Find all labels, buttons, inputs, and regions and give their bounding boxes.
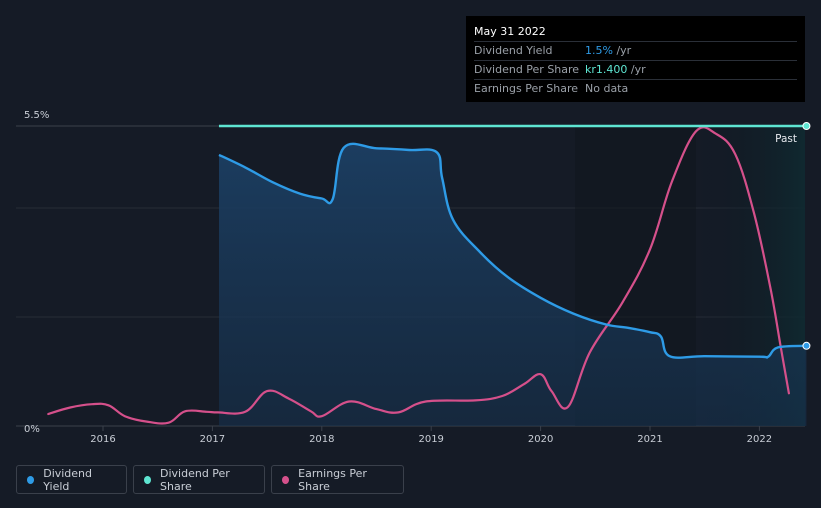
tooltip-unit: /yr: [627, 63, 646, 76]
tooltip-unit: /yr: [612, 44, 632, 57]
tooltip-row-dividend-yield: Dividend Yield 1.5% /yr: [474, 42, 797, 61]
tooltip-value-yield: 1.5%: [585, 44, 613, 57]
legend-dividend-yield[interactable]: Dividend Yield: [16, 465, 127, 494]
legend-label: Dividend Yield: [43, 466, 93, 493]
x-tick-label: 2017: [200, 434, 225, 445]
x-tick-label: 2022: [747, 434, 772, 445]
dividend-yield-line: [218, 142, 807, 359]
tooltip-value: kr1.400 /yr: [585, 61, 646, 79]
y-tick-label: 5.5%: [24, 110, 49, 121]
tooltip-value-dps: kr1.400: [585, 63, 628, 76]
legend-dot-icon: [27, 475, 35, 484]
x-tick-label: 2020: [528, 434, 553, 445]
tooltip-value-eps: No data: [585, 82, 629, 95]
tooltip-value: 1.5% /yr: [585, 42, 631, 60]
x-tick-label: 2021: [637, 434, 662, 445]
x-tick-label: 2018: [309, 434, 334, 445]
tooltip-label: Dividend Yield: [474, 44, 553, 57]
tooltip: May 31 2022 Dividend Yield 1.5% /yr Divi…: [466, 16, 805, 102]
legend-dividend-per-share[interactable]: Dividend Per Share: [133, 465, 265, 494]
legend-label: Dividend Per Share: [160, 466, 230, 493]
tooltip-label: Earnings Per Share: [474, 82, 579, 95]
y-tick-label: 0%: [24, 424, 40, 435]
dividend-yield-area: [219, 143, 807, 426]
tooltip-label: Dividend Per Share: [474, 63, 580, 76]
tooltip-row-earnings-per-share: Earnings Per Share No data: [474, 80, 797, 98]
legend-dot-icon: [144, 475, 151, 484]
dividend-yield-endpoint: [802, 341, 811, 350]
legend-earnings-per-share[interactable]: Earnings Per Share: [271, 465, 404, 494]
past-label: Past: [775, 133, 797, 145]
tooltip-row-dividend-per-share: Dividend Per Share kr1.400 /yr: [474, 61, 797, 80]
legend-label: Earnings Per Share: [298, 466, 367, 493]
dividend-per-share-endpoint: [802, 122, 811, 130]
tooltip-date: May 31 2022: [474, 22, 797, 42]
x-tick-label: 2019: [418, 434, 443, 445]
x-tick-label: 2016: [90, 434, 115, 445]
earnings-per-share-line: [47, 126, 790, 425]
legend-dot-icon: [282, 475, 290, 484]
